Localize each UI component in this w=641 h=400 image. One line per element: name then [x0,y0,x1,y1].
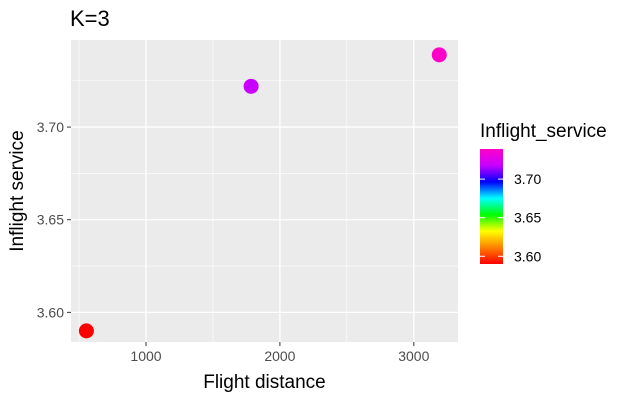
legend-title: Inflight_service [480,121,607,142]
data-point [243,78,259,94]
minor-gridlines [71,40,458,342]
major-gridlines [71,40,458,342]
data-points [78,47,447,339]
y-axis-label: Inflight service [7,130,28,251]
data-point [78,323,94,339]
plot-panel [71,40,458,342]
legend-tick-label: 3.65 [514,210,541,226]
y-tick-label: 3.70 [37,119,64,135]
legend-tick-label: 3.60 [514,248,541,264]
legend: Inflight_service 3.60 3.65 3.70 [480,121,607,264]
y-tick-label: 3.60 [37,304,64,320]
legend-ticks: 3.60 3.65 3.70 [480,171,541,264]
x-tick-label: 1000 [130,348,161,364]
x-tick-label: 3000 [398,348,429,364]
legend-colorbar [480,149,503,264]
data-point [431,47,447,63]
y-tick-label: 3.65 [37,212,64,228]
x-axis-label: Flight distance [203,372,326,393]
chart-title: K=3 [70,6,110,31]
legend-tick-label: 3.70 [514,171,541,187]
x-axis: 1000 2000 3000 [130,342,430,364]
x-tick-label: 2000 [264,348,295,364]
y-axis: 3.60 3.65 3.70 [37,119,71,320]
